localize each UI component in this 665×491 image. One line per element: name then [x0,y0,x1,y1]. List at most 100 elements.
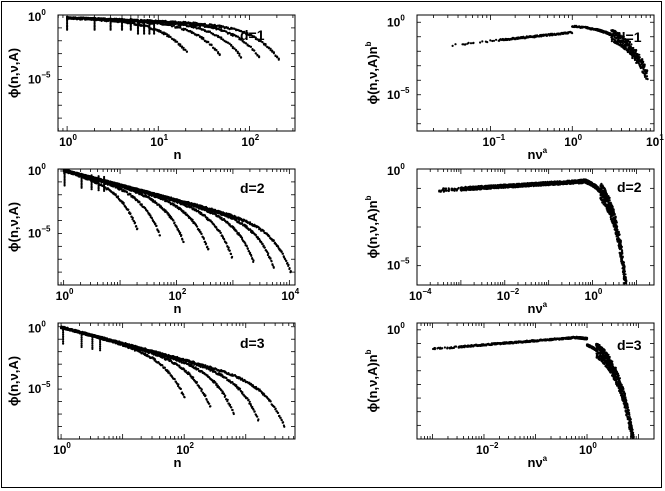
data-point [102,18,105,21]
data-point [226,27,229,30]
data-point [189,30,192,33]
data-point [172,38,175,41]
data-point [218,28,221,31]
data-point [161,21,164,24]
data-point [239,38,243,41]
data-point [63,184,66,187]
data-point [162,31,165,34]
data-point [74,17,77,20]
data-point [614,39,617,42]
data-point [172,24,175,27]
data-point [231,32,234,36]
data-point [217,52,220,55]
y-axis-label: ϕ(n,ν,A) [6,48,21,98]
data-point [198,228,201,232]
data-point [153,32,156,35]
data-point [199,230,202,233]
data-point [120,28,124,31]
data-point [197,22,200,25]
data-point [632,46,635,50]
data-point [624,47,628,50]
x-tick-label: 104 [281,287,299,303]
data-point [545,34,549,38]
data-point [171,23,174,26]
data-point [213,34,216,37]
data-point [223,39,226,43]
data-point [153,21,156,24]
data-point [129,22,132,25]
data-point [179,44,182,48]
x-tick-label: 102 [241,133,259,149]
data-point [252,259,255,262]
x-tick-label: 10−4 [409,287,432,303]
data-point [129,193,132,196]
data-point [464,43,467,46]
data-point [174,39,177,42]
data-point [133,221,137,224]
data-point [235,29,238,32]
data-point [207,247,210,250]
data-point [109,22,112,25]
data-point [87,18,90,21]
data-point [177,43,180,46]
data-point [129,212,132,215]
data-point [243,31,246,34]
data-point [628,41,632,44]
data-point [187,25,190,28]
data-point [617,37,620,40]
data-point [166,23,169,26]
data-point [221,29,225,32]
data-point [643,63,646,67]
data-point [176,228,179,231]
data-point [262,244,265,247]
y-axis-label: ϕ(n,ν,A) [6,202,21,252]
data-point [246,247,249,250]
data-point [148,27,151,30]
data-point [129,28,132,31]
x-axis-label: nνa [528,300,548,316]
data-point [173,221,176,224]
data-point [90,18,93,21]
data-point [228,27,231,31]
data-point [195,27,198,30]
data-point [289,270,292,273]
data-point [225,30,228,33]
data-point [269,257,272,260]
data-point [172,219,175,222]
data-point [167,20,170,24]
data-point [215,26,218,30]
data-point [200,232,203,235]
data-point [134,19,138,22]
data-point [140,203,143,206]
data-point [181,238,184,241]
data-point [616,32,619,35]
data-point [228,42,231,45]
data-point [80,18,83,21]
x-tick-label: 10−2 [497,287,520,303]
data-point [159,29,162,33]
data-point [272,239,275,242]
y-tick-label: 100 [387,162,405,178]
data-point [618,32,621,35]
data-point [248,33,251,37]
data-point [244,42,248,45]
data-point [280,250,283,253]
data-point [153,27,156,30]
data-point [285,259,288,262]
data-point [481,40,484,43]
data-point [143,27,146,30]
data-point [287,263,290,266]
data-point [631,56,634,60]
data-point [210,44,213,47]
data-point [276,56,279,59]
data-point [82,17,85,20]
data-point [182,20,185,23]
data-point [175,21,179,24]
data-point [215,34,218,37]
data-point [93,22,96,25]
data-point [245,245,248,248]
data-point [495,38,498,41]
data-point [622,35,625,38]
